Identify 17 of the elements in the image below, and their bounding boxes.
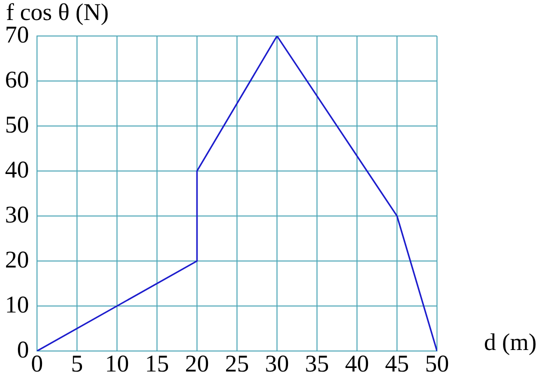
y-tick-label: 50 (5, 112, 29, 138)
y-tick-label: 30 (5, 202, 29, 228)
x-tick-label: 50 (425, 352, 449, 378)
y-tick-label: 60 (5, 67, 29, 94)
x-axis-title: d (m) (484, 330, 537, 357)
x-tick-label: 5 (71, 352, 83, 378)
x-tick-label: 20 (185, 352, 209, 378)
x-tick-label: 40 (345, 352, 369, 378)
x-tick-label: 15 (145, 352, 169, 378)
x-tick-label: 30 (265, 352, 289, 378)
x-tick-label: 35 (305, 352, 329, 378)
y-tick-label: 40 (5, 157, 29, 184)
y-tick-label: 10 (5, 292, 29, 318)
y-tick-label: 20 (5, 247, 29, 274)
x-tick-label: 10 (105, 352, 129, 378)
x-tick-label: 25 (225, 352, 249, 378)
x-tick-label: 45 (385, 352, 409, 378)
